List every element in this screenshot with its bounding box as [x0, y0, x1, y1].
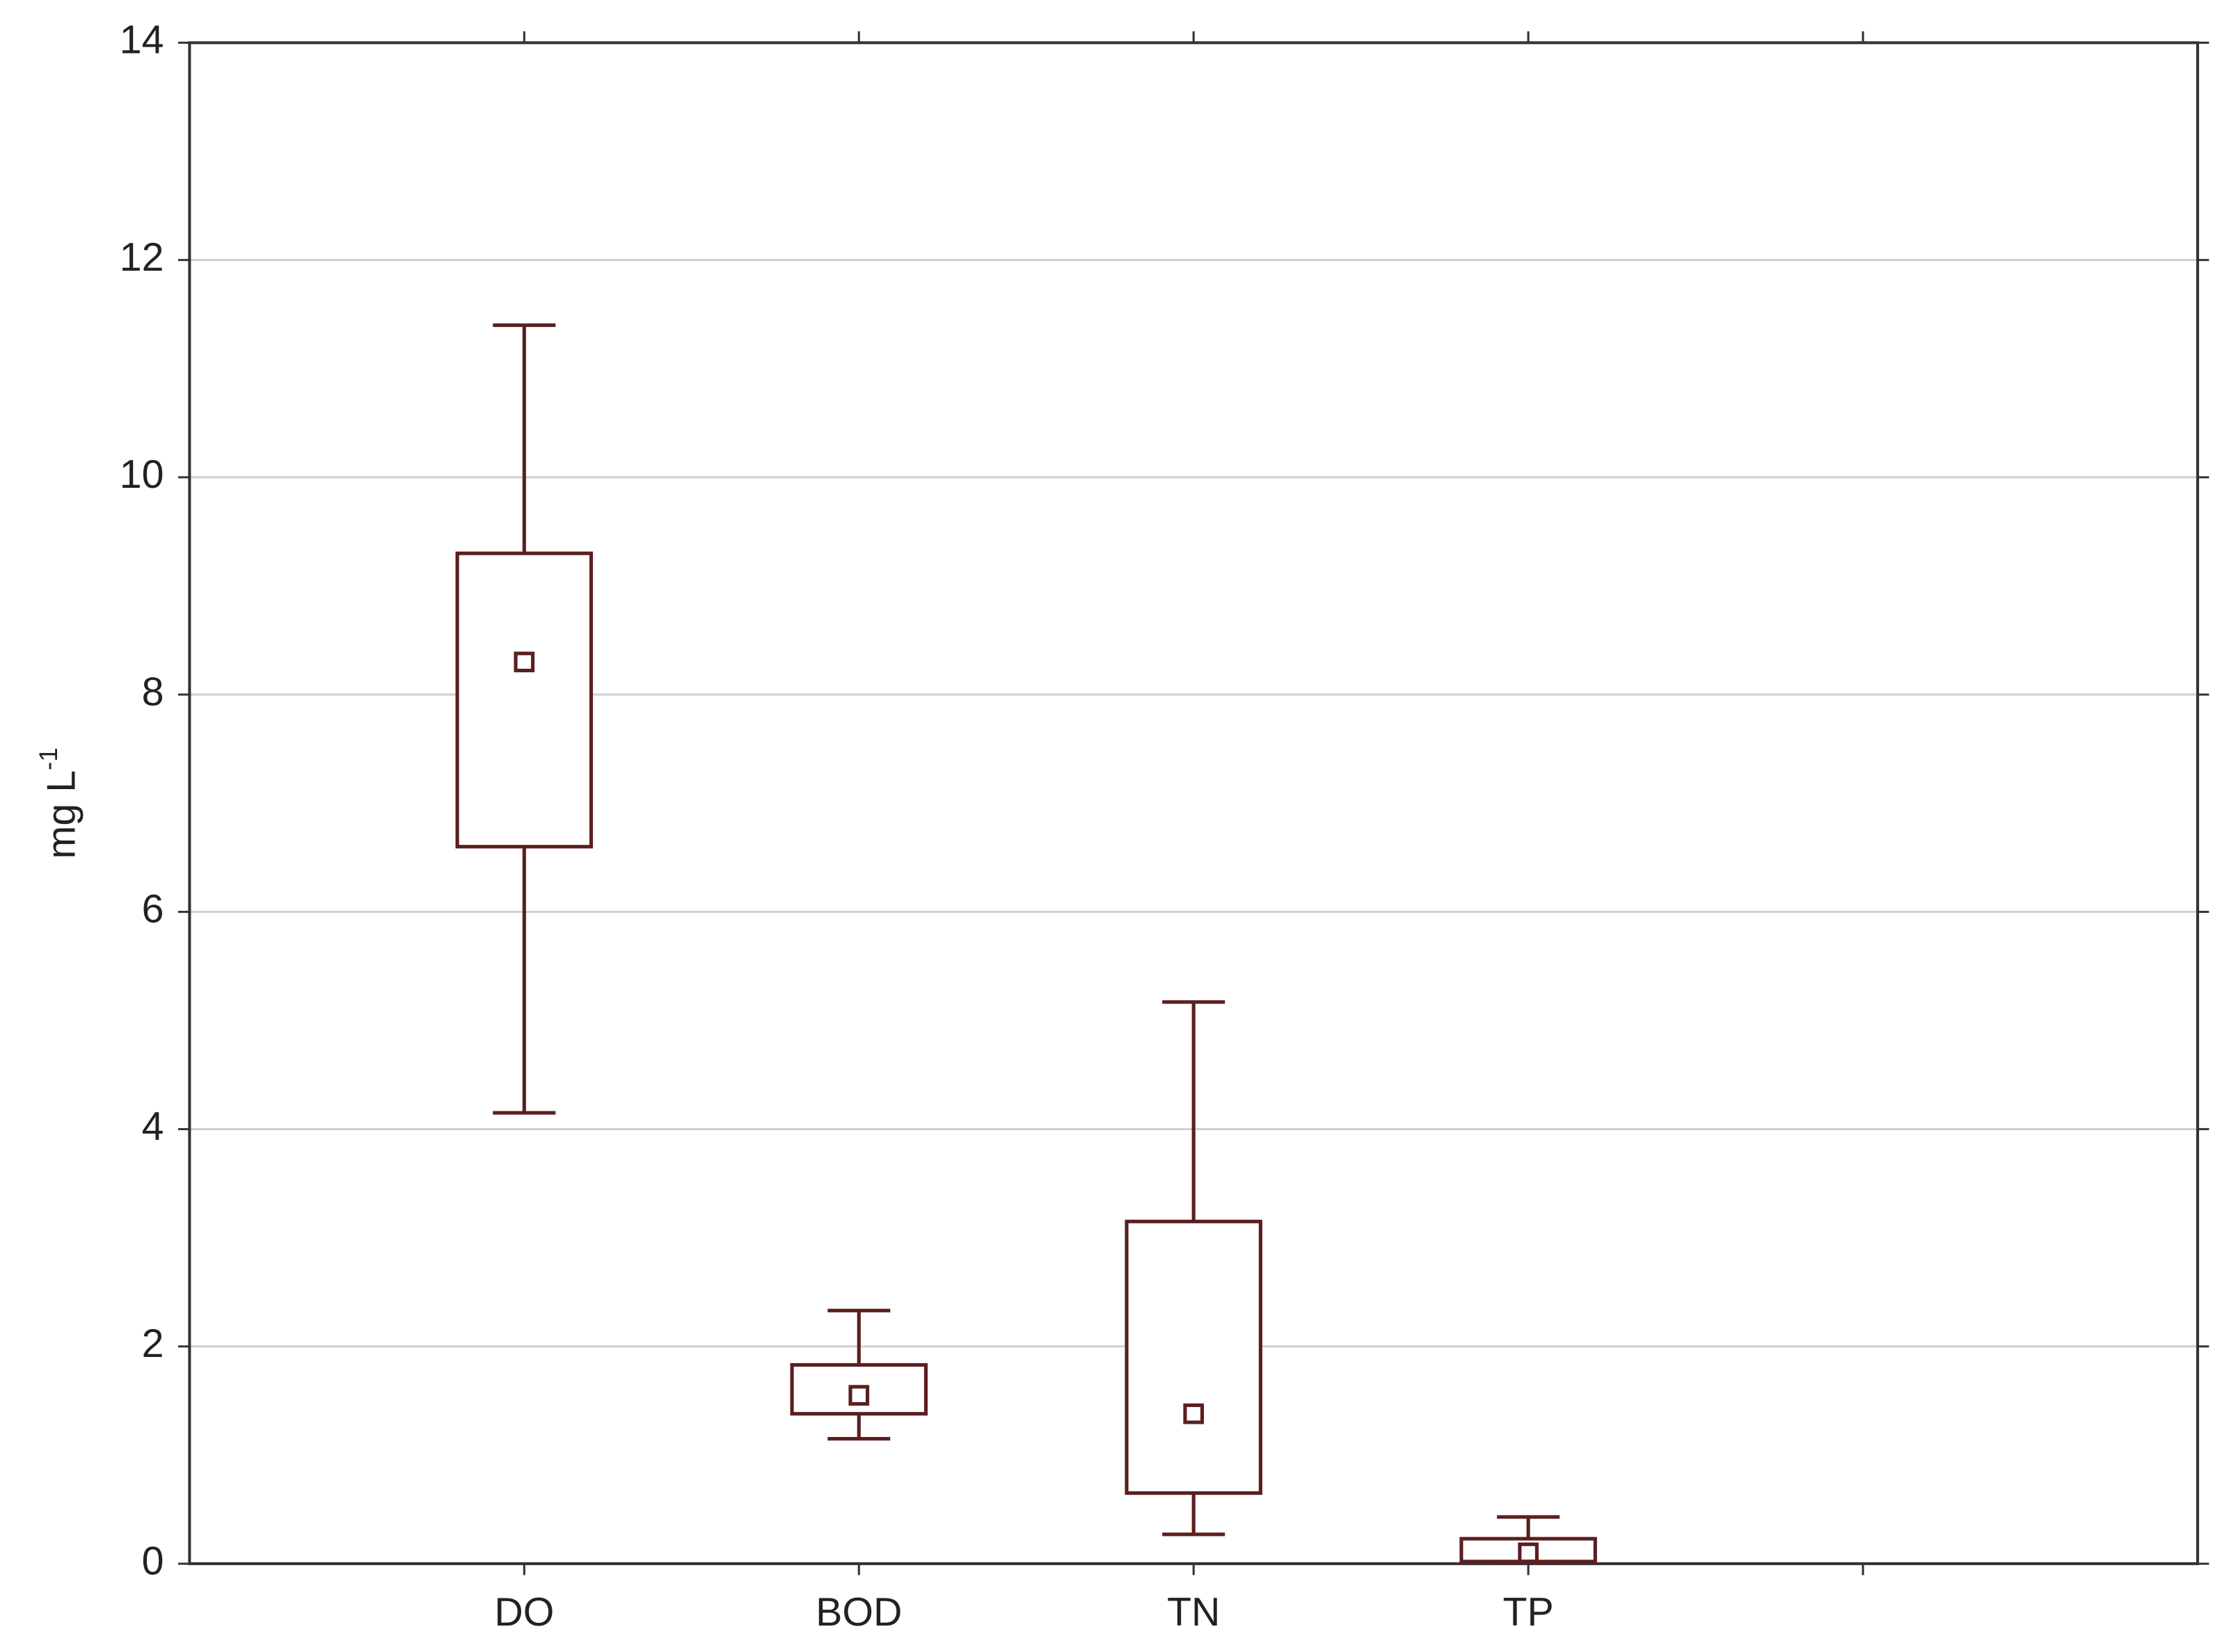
y-axis-title-superscript: -1: [34, 747, 63, 770]
center-marker: [514, 651, 535, 673]
y-tick-label: 10: [120, 452, 164, 497]
x-tick-label: DO: [494, 1590, 554, 1635]
y-tick-label: 6: [142, 887, 164, 932]
whisker-high: [1497, 1515, 1560, 1539]
x-tick-label: TP: [1503, 1590, 1554, 1635]
center-marker: [1518, 1542, 1539, 1564]
y-tick-label: 2: [142, 1321, 164, 1366]
y-tick-label: 12: [120, 235, 164, 280]
x-tick-label: TN: [1167, 1590, 1220, 1635]
box: [1125, 1219, 1262, 1495]
y-axis-title: mg L-1: [34, 747, 84, 859]
y-axis-title-text: mg L: [39, 770, 84, 859]
x-tick-label: BOD: [816, 1590, 902, 1635]
whisker-low: [1162, 1493, 1225, 1536]
y-tick-label: 0: [142, 1539, 164, 1583]
whisker-high: [1162, 1000, 1225, 1222]
y-tick-label: 8: [142, 669, 164, 714]
y-axis-label: mg L-1: [34, 747, 84, 859]
whisker-low: [827, 1413, 891, 1441]
whisker-high: [827, 1308, 891, 1365]
center-marker: [1183, 1403, 1205, 1424]
center-marker: [848, 1385, 870, 1406]
whisker-low: [493, 846, 556, 1115]
box: [455, 551, 594, 849]
whisker-high: [493, 323, 556, 554]
y-tick-label: 4: [142, 1104, 164, 1149]
y-tick-label: 14: [120, 18, 164, 63]
